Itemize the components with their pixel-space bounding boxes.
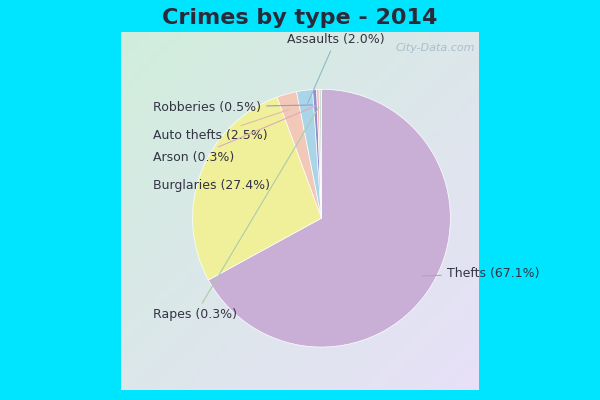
Wedge shape	[296, 90, 322, 218]
Text: Thefts (67.1%): Thefts (67.1%)	[422, 267, 539, 280]
Wedge shape	[317, 89, 322, 218]
Text: Burglaries (27.4%): Burglaries (27.4%)	[153, 180, 270, 192]
Text: Assaults (2.0%): Assaults (2.0%)	[287, 33, 385, 103]
Wedge shape	[313, 89, 322, 218]
Wedge shape	[193, 97, 322, 280]
Text: City-Data.com: City-Data.com	[396, 43, 475, 53]
Wedge shape	[277, 92, 322, 218]
Text: Auto thefts (2.5%): Auto thefts (2.5%)	[153, 110, 288, 142]
Wedge shape	[208, 89, 451, 347]
Text: Crimes by type - 2014: Crimes by type - 2014	[163, 8, 437, 28]
Text: Rapes (0.3%): Rapes (0.3%)	[153, 107, 319, 321]
Text: Arson (0.3%): Arson (0.3%)	[153, 106, 316, 164]
Wedge shape	[319, 89, 322, 218]
Text: Robberies (0.5%): Robberies (0.5%)	[153, 101, 313, 114]
